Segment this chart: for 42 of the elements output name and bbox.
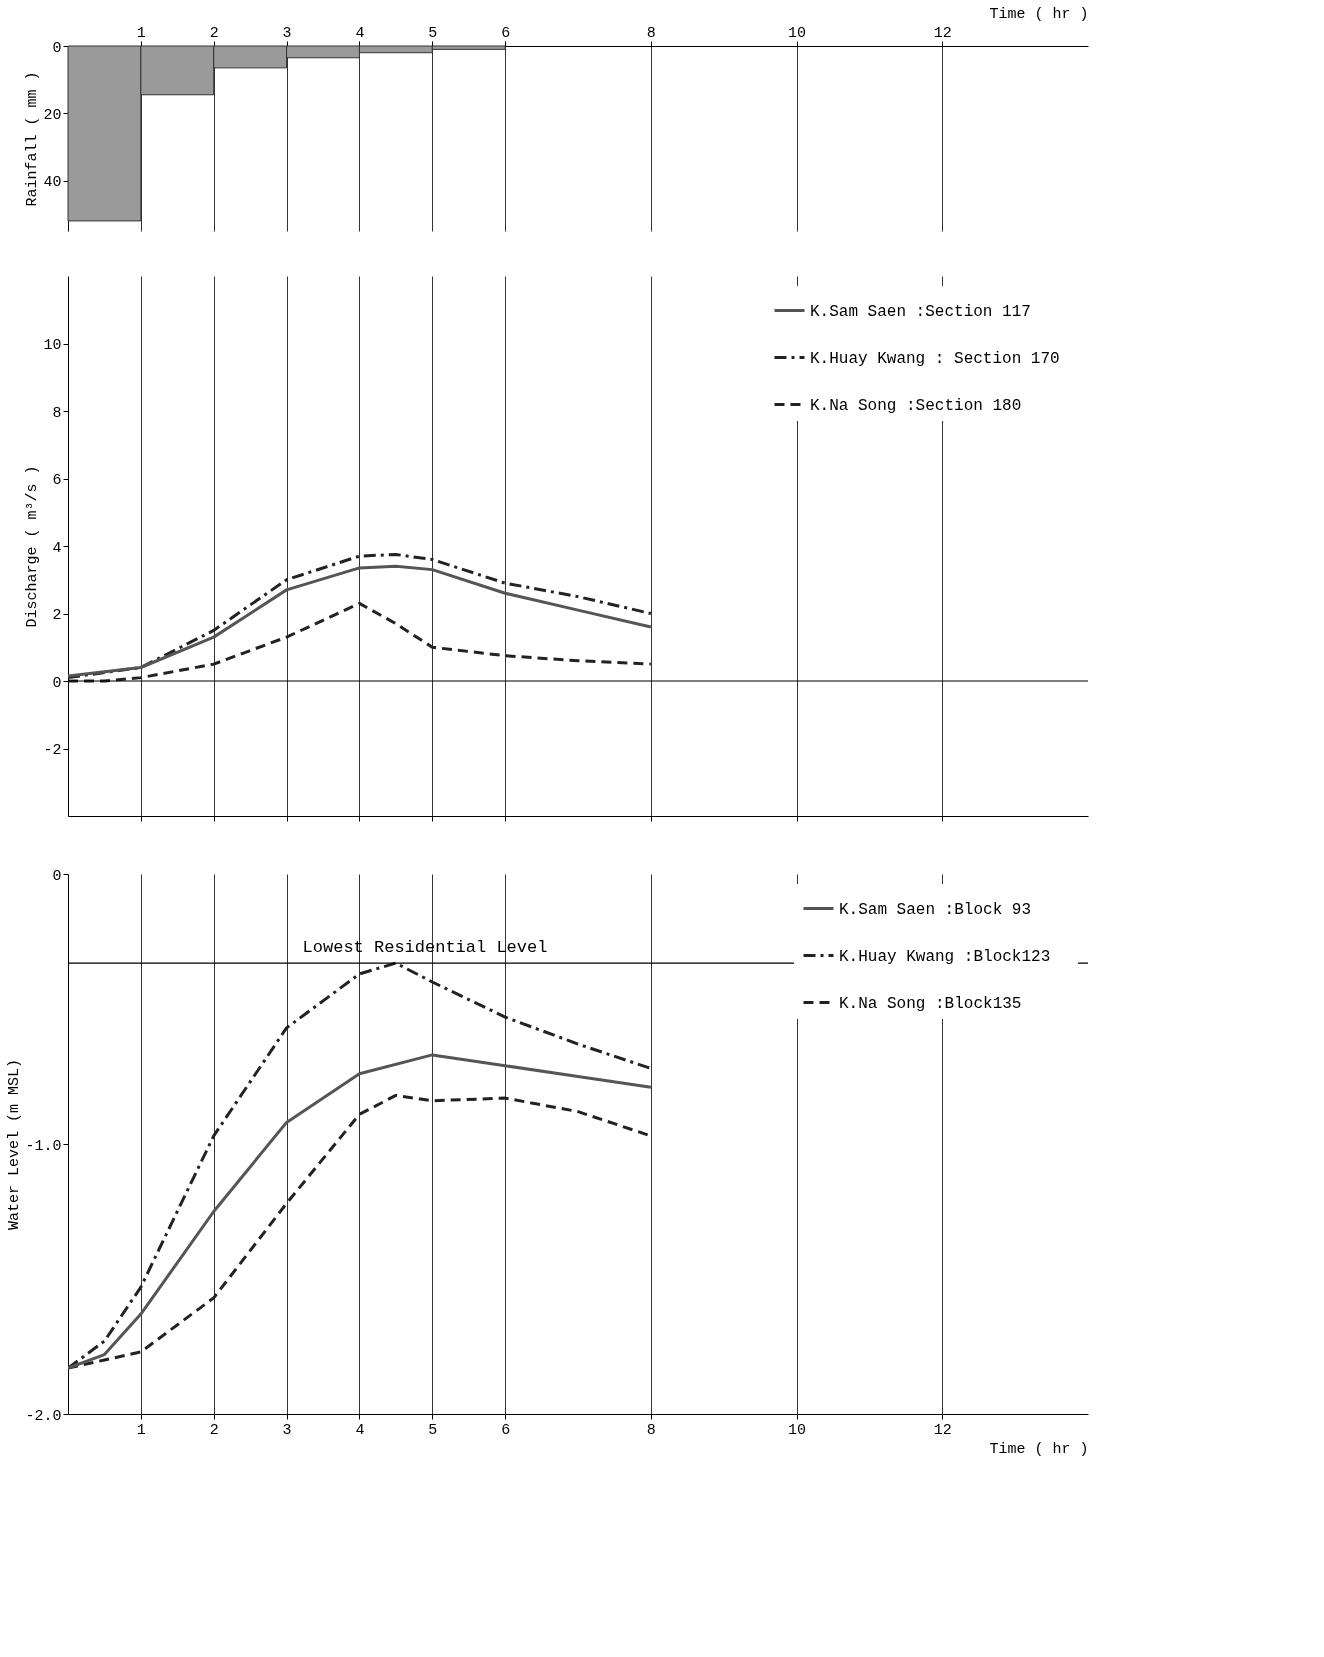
legend-label: K.Huay Kwang : Section 170	[810, 349, 1060, 368]
x-tick-label: 10	[788, 24, 807, 42]
x-tick-label: 5	[428, 1421, 438, 1439]
y-tick-label: -1.0	[25, 1137, 62, 1155]
y-axis-title: Water Level (m MSL)	[6, 1058, 24, 1231]
x-tick-label: 4	[355, 24, 365, 42]
legend-label: K.Sam Saen :Section 117	[810, 302, 1031, 321]
x-tick-label: 3	[282, 1421, 292, 1439]
y-tick-label: 6	[52, 472, 62, 489]
x-tick-label: 3	[282, 24, 292, 42]
legend-label: K.Na Song :Section 180	[810, 396, 1022, 415]
x-tick-label: 8	[646, 24, 656, 42]
x-tick-label: 6	[501, 1421, 511, 1439]
y-tick-label: 0	[52, 867, 62, 885]
x-tick-label: 1	[136, 24, 146, 42]
x-tick-label: 12	[933, 1421, 952, 1439]
y-tick-label: 8	[52, 404, 62, 422]
y-tick-label: 2	[52, 607, 62, 624]
y-tick-label: 0	[52, 674, 62, 692]
x-tick-label: 8	[646, 1421, 656, 1439]
x-tick-label: 1	[136, 1421, 146, 1439]
x-tick-label: 2	[209, 24, 219, 42]
y-tick-label: 40	[43, 174, 62, 192]
legend-label: K.Sam Saen :Block 93	[839, 900, 1032, 919]
y-tick-label: 20	[43, 106, 62, 124]
x-tick-label: 10	[788, 1421, 807, 1439]
x-tick-label: 4	[355, 1421, 365, 1439]
legend-label: K.Huay Kwang :Block123	[839, 947, 1051, 966]
x-axis-title: Time ( hr )	[989, 5, 1089, 23]
x-tick-label: 6	[501, 24, 511, 42]
y-tick-label: -2.0	[25, 1407, 62, 1425]
x-tick-label: 2	[209, 1421, 219, 1439]
legend-label: K.Na Song :Block135	[839, 994, 1022, 1013]
x-axis-title: Time ( hr )	[989, 1440, 1089, 1458]
y-tick-label: 10	[43, 337, 62, 354]
y-tick-label: -2	[43, 742, 62, 759]
x-tick-label: 12	[933, 24, 952, 42]
y-tick-label: 0	[52, 39, 62, 57]
y-tick-label: 4	[52, 539, 62, 557]
x-tick-label: 5	[428, 24, 438, 42]
y-axis-title: Rainfall ( mm )	[24, 71, 42, 207]
y-axis-title: Discharge ( m³/s )	[24, 465, 42, 628]
